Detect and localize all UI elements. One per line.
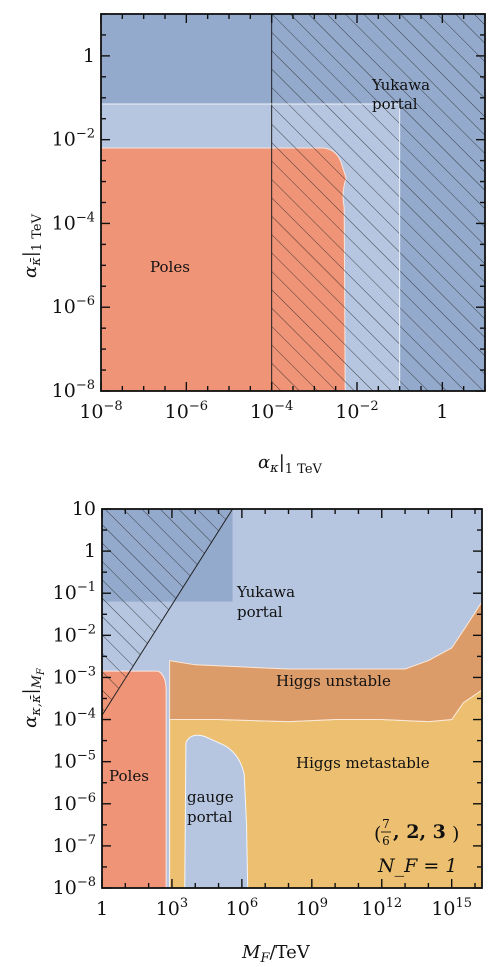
x-tick-label: 1 <box>96 898 108 920</box>
x-tick-label: 10−8 <box>79 399 122 423</box>
y-tick-label: 10−2 <box>52 127 95 151</box>
bottom-x-axis-title: MF/TeV <box>241 942 311 966</box>
y-tick-label: 10−4 <box>52 210 95 234</box>
y-tick-label: 1 <box>83 45 95 67</box>
y-tick-label: 10 <box>72 498 96 520</box>
higgs-unstable-label: Higgs unstable <box>276 672 391 690</box>
rep-rest: , 2, 3 <box>393 821 446 843</box>
top-panel-regions <box>101 14 485 391</box>
yukawa-portal-label-line1: Yukawa <box>371 76 430 94</box>
x-tick-label: 1 <box>436 401 448 423</box>
x-tick-label: 106 <box>226 896 258 920</box>
y-tick-label: 1 <box>84 540 96 562</box>
bottom-y-axis-title: ακ,κ̄|MF <box>20 667 47 728</box>
bottom-panel: 1 103 106 109 1012 1015 10 1 10−1 10−2 10−3 10−4 10−… <box>20 498 483 966</box>
rep-frac-denominator: 6 <box>382 834 390 848</box>
top-x-axis-title: ακ|1 TeV <box>258 452 323 477</box>
poles-label: Poles <box>150 258 190 276</box>
poles-region <box>102 670 167 888</box>
y-tick-label: 10−8 <box>53 875 96 899</box>
yukawa-portal-label-line1: Yukawa <box>236 583 295 601</box>
bottom-panel-ticks <box>101 508 482 889</box>
y-tick-label: 10−1 <box>53 580 96 604</box>
y-tick-label: 10−6 <box>53 791 96 815</box>
excluded-hatched-region <box>102 509 234 717</box>
gauge-portal-label-line2: portal <box>187 808 233 826</box>
bottom-panel-regions <box>102 509 482 888</box>
bottom-panel-tick-labels: 1 103 106 109 1012 1015 10 1 10−1 10−2 10−3 10−4 10−… <box>53 498 472 920</box>
y-tick-label: 10−7 <box>53 833 96 857</box>
rep-close-paren: ) <box>452 823 459 845</box>
yukawa-portal-label-line2: portal <box>237 603 283 621</box>
poles-label: Poles <box>109 767 149 785</box>
rep-frac-numerator: 7 <box>382 817 390 831</box>
x-tick-label: 1015 <box>431 896 472 920</box>
x-tick-label: 10−2 <box>335 399 378 423</box>
top-panel-ticks <box>100 13 486 392</box>
y-tick-label: 10−3 <box>53 664 96 688</box>
representation-label: ( 7 6 , 2, 3 ) <box>374 817 459 848</box>
x-tick-label: 103 <box>156 896 188 920</box>
x-tick-label: 1012 <box>361 896 402 920</box>
top-panel-tick-labels: 10−8 10−6 10−4 10−2 1 10−8 10−6 10−4 10−2 1 <box>52 45 449 423</box>
top-panel: 10−8 10−6 10−4 10−2 1 10−8 10−6 10−4 10−2 1 Yukaw… <box>20 13 486 477</box>
x-tick-label: 10−6 <box>165 399 208 423</box>
top-y-axis-title: ακ̄|1 TeV <box>20 213 45 278</box>
nf-label: N_F = 1 <box>377 855 457 877</box>
excluded-hatched-region <box>271 14 485 391</box>
rep-open-paren: ( <box>374 823 381 845</box>
higgs-metastable-label: Higgs metastable <box>296 754 430 772</box>
gauge-portal-label-line1: gauge <box>187 788 234 806</box>
y-tick-label: 10−8 <box>52 378 95 402</box>
gauge-portal-region <box>184 734 249 888</box>
y-tick-label: 10−5 <box>53 749 96 773</box>
x-tick-label: 109 <box>296 896 328 920</box>
y-tick-label: 10−2 <box>53 622 96 646</box>
yukawa-portal-label-line2: portal <box>372 95 418 113</box>
x-tick-label: 10−4 <box>250 399 293 423</box>
y-tick-label: 10−6 <box>52 294 95 318</box>
higgs-unstable-region <box>169 600 482 723</box>
y-tick-label: 10−4 <box>53 707 96 731</box>
